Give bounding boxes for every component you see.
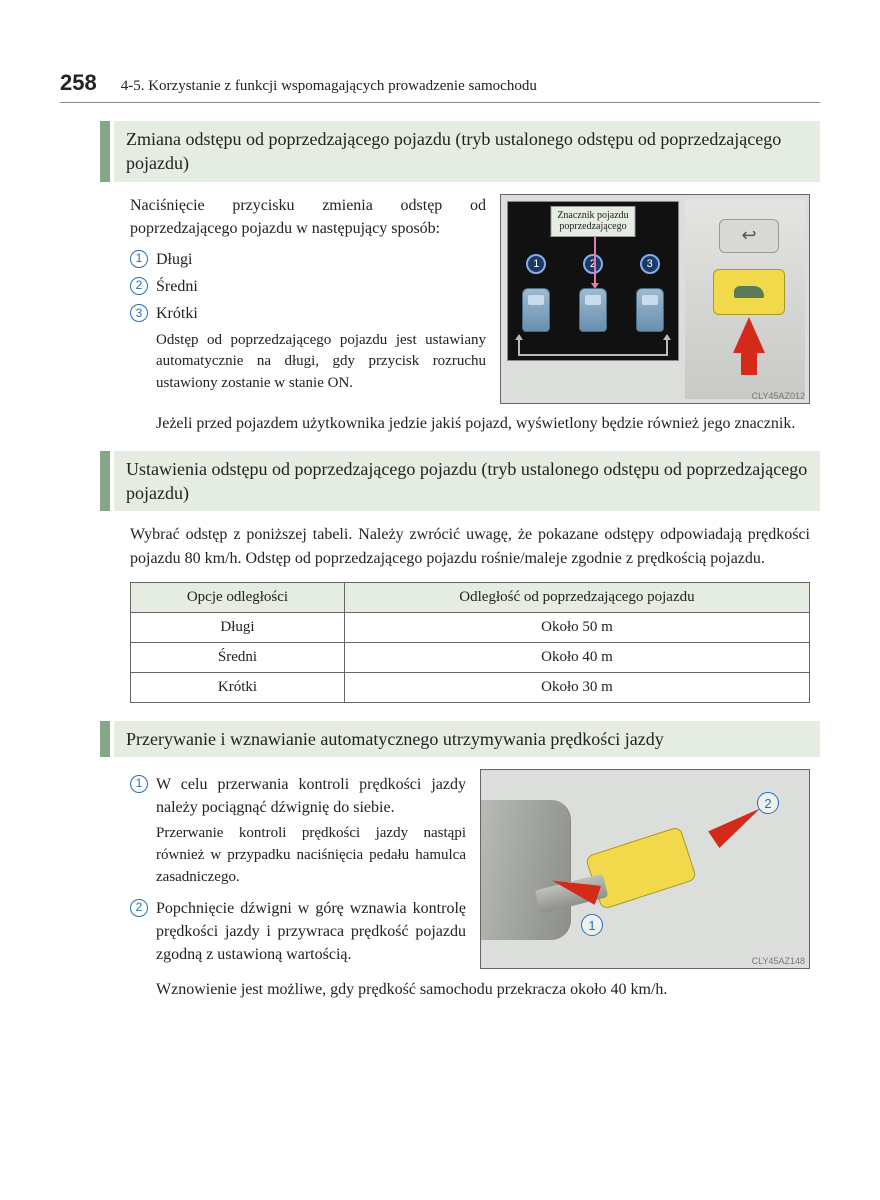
enum-1-icon: 1 xyxy=(130,250,148,268)
accent-bar xyxy=(100,451,110,512)
image-code: CLY45AZ012 xyxy=(752,391,805,401)
cell: Długi xyxy=(131,612,345,642)
distance-button-icon xyxy=(713,269,785,315)
lever-diagram: 1 2 CLY45AZ148 xyxy=(480,769,810,969)
col-header: Opcje odległości xyxy=(131,582,345,612)
image-code: CLY45AZ148 xyxy=(752,956,805,966)
follow-text: Wznowienie jest możliwe, gdy prędkość sa… xyxy=(156,978,810,1001)
intro-text: Wybrać odstęp z poniższej tabeli. Należy… xyxy=(130,523,810,569)
steering-area: ↩ xyxy=(685,199,805,399)
list-item: 1 Długi xyxy=(130,248,486,271)
enum-3-icon: 3 xyxy=(130,304,148,322)
section3-body: 1 W celu przerwania kontroli prędkości j… xyxy=(130,769,810,970)
car-icon xyxy=(579,288,607,332)
option-2-icon: 2 xyxy=(583,254,603,274)
cell: Krótki xyxy=(131,672,345,702)
press-arrow-icon xyxy=(733,317,765,353)
list-item: 2 Popchnięcie dźwigni w górę wznawia kon… xyxy=(130,897,466,967)
chapter-title: 4-5. Korzystanie z funkcji wspomagającyc… xyxy=(121,78,537,95)
table-row: Krótki Około 30 m xyxy=(131,672,810,702)
follow-text: Jeżeli przed pojazdem użytkownika jedzie… xyxy=(156,412,810,435)
enum-1-icon: 1 xyxy=(130,775,148,793)
return-button-icon: ↩ xyxy=(719,219,779,253)
enum-2-icon: 2 xyxy=(130,899,148,917)
section2-body: Wybrać odstęp z poniższej tabeli. Należy… xyxy=(130,523,810,702)
marker-label: Znacznik pojazdu poprzedzającego xyxy=(551,206,636,237)
enum-label: Długi xyxy=(156,248,192,271)
callout-1-icon: 1 xyxy=(581,914,603,936)
car-icons xyxy=(508,288,678,332)
steering-column-icon xyxy=(481,800,571,940)
table-header-row: Opcje odległości Odległość od poprzedzaj… xyxy=(131,582,810,612)
cell: Około 40 m xyxy=(344,642,809,672)
cruise-lever-icon xyxy=(585,826,697,910)
col-header: Odległość od poprzedzającego pojazdu xyxy=(344,582,809,612)
enum-label: Krótki xyxy=(156,302,198,325)
option-numbers: 1 2 3 xyxy=(508,254,678,274)
section1-follow: Jeżeli przed pojazdem użytkownika jedzie… xyxy=(130,412,810,435)
section-title: Przerywanie i wznawianie automatycznego … xyxy=(114,721,820,757)
car-icon xyxy=(636,288,664,332)
page-header: 258 4-5. Korzystanie z funkcji wspomagaj… xyxy=(60,70,820,103)
option-1-icon: 1 xyxy=(526,254,546,274)
cell: Około 30 m xyxy=(344,672,809,702)
item-text: W celu przerwania kontroli prędkości jaz… xyxy=(156,773,466,819)
table-row: Długi Około 50 m xyxy=(131,612,810,642)
section-title: Ustawienia odstępu od poprzedzającego po… xyxy=(114,451,820,512)
section-heading: Ustawienia odstępu od poprzedzającego po… xyxy=(100,451,820,512)
section3-text: 1 W celu przerwania kontroli prędkości j… xyxy=(130,769,466,970)
cell: Średni xyxy=(131,642,345,672)
section1-body: Naciśnięcie przycisku zmienia odstęp od … xyxy=(130,194,810,404)
section-heading: Zmiana odstępu od poprzedzającego pojazd… xyxy=(100,121,820,182)
cell: Około 50 m xyxy=(344,612,809,642)
item-text: Popchnięcie dźwigni w górę wznawia kontr… xyxy=(156,897,466,967)
accent-bar xyxy=(100,721,110,757)
distance-diagram: Znacznik pojazdu poprzedzającego 1 2 3 ↩… xyxy=(500,194,810,404)
section-heading: Przerywanie i wznawianie automatycznego … xyxy=(100,721,820,757)
option-3-icon: 3 xyxy=(640,254,660,274)
list-item: 3 Krótki xyxy=(130,302,486,325)
section1-text: Naciśnięcie przycisku zmienia odstęp od … xyxy=(130,194,486,395)
list-item: 2 Średni xyxy=(130,275,486,298)
list-item: 1 W celu przerwania kontroli prędkości j… xyxy=(130,773,466,819)
page-number: 258 xyxy=(60,70,97,96)
section-title: Zmiana odstępu od poprzedzającego pojazd… xyxy=(114,121,820,182)
pointer-line-icon xyxy=(594,236,596,284)
car-icon xyxy=(522,288,550,332)
distance-table: Opcje odległości Odległość od poprzedzaj… xyxy=(130,582,810,703)
accent-bar xyxy=(100,121,110,182)
dashboard-panel: Znacznik pojazdu poprzedzającego 1 2 3 xyxy=(507,201,679,361)
enum-2-icon: 2 xyxy=(130,277,148,295)
section3-follow: Wznowienie jest możliwe, gdy prędkość sa… xyxy=(130,978,810,1001)
cycle-arrow-icon xyxy=(518,340,668,356)
sub-note: Przerwanie kontroli prędkości jazdy nast… xyxy=(156,823,466,888)
table-row: Średni Około 40 m xyxy=(131,642,810,672)
enum-label: Średni xyxy=(156,275,198,298)
callout-2-icon: 2 xyxy=(757,792,779,814)
intro-text: Naciśnięcie przycisku zmienia odstęp od … xyxy=(130,194,486,240)
sub-note: Odstęp od poprzedzającego pojazdu jest u… xyxy=(156,330,486,395)
